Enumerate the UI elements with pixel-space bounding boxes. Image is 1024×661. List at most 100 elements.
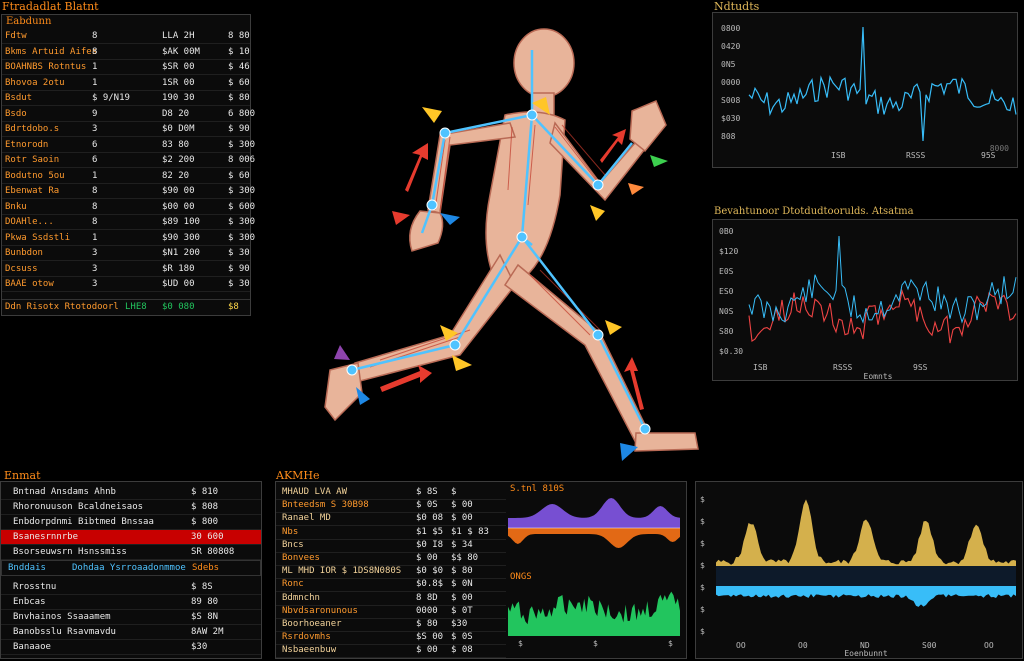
orders-table-title: Enmat xyxy=(4,469,41,482)
table-row-cell-0: Nsbaeenbuw xyxy=(282,645,337,656)
table-row[interactable]: Bsdut $ 9/N19 190 30 $ 80 xyxy=(2,91,250,106)
table-row-cell-1: 89 80 xyxy=(191,597,219,607)
table-row-cell-3: $ 30 xyxy=(228,279,250,289)
table-row-cell-1: $ 9/N19 xyxy=(92,93,130,103)
table-row-cell-0: Bunbdon xyxy=(5,248,43,258)
table-row[interactable]: Ronc $0.8$ $ 0N xyxy=(276,577,506,593)
table-row-cell-2: $ 80 xyxy=(451,566,473,577)
table-row[interactable]: Bdrtdobo.s 3 $0 D0M $ 90 xyxy=(2,122,250,137)
table-row-cell-1: $ 80 xyxy=(416,619,438,629)
table-row-cell-0: Dcsuss xyxy=(5,263,38,274)
table-row[interactable]: Bdmnchn 8 8D $ 00 xyxy=(276,591,506,606)
table-row[interactable]: Pkwa Ssdstli 1 $90 300 $ 300 xyxy=(2,231,255,246)
y-tick-label: $030 xyxy=(721,114,740,123)
table-row-cell-3: $ 300 xyxy=(228,217,256,227)
table-row[interactable]: Bncs $0 I8 $ 34 xyxy=(276,538,506,553)
table-row[interactable]: Ebenwat Ra 8 $90 00 $ 300 xyxy=(2,184,255,199)
table-row[interactable]: Rhoronuuson Bcaldneisaos $ 808 xyxy=(1,500,261,515)
table-row-cell-3: $ 10 xyxy=(228,46,250,57)
table-row[interactable]: Bsanesrnnrbe 30 600 xyxy=(1,530,261,545)
table-row-cell-2: $ 00 xyxy=(451,500,473,511)
table-row-cell-2: $2 200 xyxy=(162,155,195,165)
table-row[interactable]: ML MHD IOR $ 1DS8N080S $0 $0 $ 80 xyxy=(276,564,506,580)
table-row[interactable]: BAAE otow 3 $UD 00 $ 30 xyxy=(2,277,250,292)
table-row-cell-1: 8 xyxy=(92,186,98,196)
table-row[interactable]: Bhovoa 2otu 1 1SR 00 $ 60 xyxy=(2,76,250,91)
purple-orange-area-chart xyxy=(508,498,680,548)
table-row[interactable]: Bntnad Ansdams Ahnb $ 810 xyxy=(1,485,261,500)
table-row[interactable]: Banaaoe $30 xyxy=(1,640,261,655)
table-row-cell-1: $1 $5 xyxy=(416,526,444,537)
table-row-cell-1: $ 800 xyxy=(191,517,219,527)
table-row-cell-0: Bhovoa 2otu xyxy=(5,77,65,88)
positions-table-panel: Eabdunn Fdtw 8 LLA 2H 8 80 Bkms Artuid Aifes… xyxy=(1,14,255,316)
table-row[interactable]: Bsorseuwsrn Hsnssmiss SR 80808 xyxy=(1,545,261,560)
table-row[interactable]: MHAUD LVA AW $ 8S $ xyxy=(276,485,506,500)
table-row[interactable]: Dcsuss 3 $R 180 $ 90 xyxy=(2,262,250,277)
table-row[interactable]: Bnvhainos Ssaaamem $S 8N xyxy=(1,610,261,625)
table-row[interactable]: Nbvdsaronunous 0000 $ 0T xyxy=(276,604,506,619)
muscle-lines xyxy=(369,124,606,368)
table-row[interactable]: Banobsslu Rsavmavdu 8AW 2M xyxy=(1,625,261,640)
table-row[interactable]: Fdtw 8 LLA 2H 8 80 xyxy=(2,29,250,44)
table-row-cell-3: $ 80 xyxy=(228,93,250,103)
table-row[interactable]: Enbdorpdnmi Bibtmed Bnssaa $ 800 xyxy=(1,515,261,530)
chart1-series-line xyxy=(748,26,1017,142)
table-row-cell-3: $ 300 xyxy=(228,232,256,243)
table-row-cell-1: SR 80808 xyxy=(191,547,235,557)
table-row[interactable]: Bnteedsm S 30B98 $ 0S $ 00 xyxy=(276,498,506,514)
table-row[interactable]: Nsbaeenbuw $ 00 $ 08 xyxy=(276,643,506,659)
table-row-cell-2: $ 00 xyxy=(451,513,473,524)
table-row[interactable]: Boorhoeaner $ 80 $30 xyxy=(276,617,506,632)
table-row[interactable]: Bsdo 9 D8 20 6 800 xyxy=(2,107,255,122)
table-row[interactable]: Etnorodn 6 83 80 $ 300 xyxy=(2,138,255,153)
table-row[interactable]: DOAHle... 8 $89 100 $ 300 xyxy=(2,215,255,230)
table-row[interactable]: BOAHNBS Rotntus 1 $SR 00 $ 46 xyxy=(2,60,250,75)
table-row-cell-0: Bsdut xyxy=(5,93,33,103)
table-row[interactable]: Bnku 8 $00 00 $ 600 xyxy=(2,200,255,215)
table-row[interactable]: Rrosstnu $ 8S xyxy=(1,580,261,595)
table-row-cell-0: Bdrtdobo.s xyxy=(5,124,60,134)
x-tick-label: ND xyxy=(860,641,870,650)
table-row[interactable]: Nbs $1 $5 $1 $ 83 xyxy=(276,525,506,540)
table-row-cell-0: Bdmnchn xyxy=(282,592,320,603)
chart2-plot: 0B0 $120 E0S ES0 N0S S80 $0.30 ISB RSSS 9SS Eomnts xyxy=(719,227,1017,380)
chart2-series-blue xyxy=(748,235,1017,324)
table-row-cell-1: 3 xyxy=(92,279,98,289)
table-row-cell-2: $SR 00 xyxy=(162,62,195,72)
table-row[interactable]: Rsrdovmhs $S 00 $ 0S xyxy=(276,630,506,646)
table-row-cell-2: $1 $ 83 xyxy=(451,526,489,537)
table-row[interactable]: Bunbdon 3 $N1 200 $ 30 xyxy=(2,246,250,261)
table-row-cell-3: $ 90 xyxy=(228,263,250,274)
table-row[interactable]: Enbcas 89 80 xyxy=(1,595,261,610)
table-row-cell-2: $ 08 xyxy=(451,645,473,656)
x-tick-label: ISB xyxy=(753,363,768,372)
table-row[interactable]: Ranael MD $0 08 $ 00 xyxy=(276,511,506,527)
orders-table-panel: Bntnad Ansdams Ahnb $ 810 Rhoronuuson Bcal… xyxy=(0,481,262,659)
subheader-col-c: Sdebs xyxy=(192,563,220,573)
positions-table-footer[interactable]: Ddn Risotx Rtotodoorl LHE8 $0 080 $8 xyxy=(2,299,250,314)
table-row-cell-0: Bodutno 5ou xyxy=(5,170,65,181)
table-row-cell-1: 6 xyxy=(92,155,98,165)
y-tick-label: 0000 xyxy=(721,78,740,87)
table-row-cell-1: 1 xyxy=(92,170,98,181)
table-row-cell-0: Nbvdsaronunous xyxy=(282,605,358,616)
table-row[interactable]: Bkms Artuid Aifes 8 $AK 00M $ 10 xyxy=(2,45,250,60)
table-row-cell-2: $89 100 xyxy=(162,217,200,227)
table-row-cell-0: Bonvees xyxy=(282,553,320,563)
table-row-cell-1: 8AW 2M xyxy=(191,627,224,637)
table-row[interactable]: Bodutno 5ou 1 82 20 $ 60 xyxy=(2,169,250,184)
table-row[interactable]: Bonvees $ 00 $$ 80 xyxy=(276,551,506,566)
y-tick-label: N0S xyxy=(719,307,734,316)
y-tick-label: $120 xyxy=(719,247,738,256)
table-row[interactable]: Rotr Saoin 6 $2 200 8 006 xyxy=(2,153,255,168)
y-tick-label: 0B0 xyxy=(719,227,734,236)
orders-subheader[interactable]: Bnddais Dohdaa Ysrroaadonmmoe Sdebs xyxy=(1,560,261,576)
table-row-cell-1: 0000 xyxy=(416,605,438,616)
table-row-cell-0: Bnvhainos Ssaaamem xyxy=(13,612,111,622)
footer-value-2: $0 080 xyxy=(162,302,195,312)
green-area-chart: $ $ $ xyxy=(508,591,680,648)
table-row-cell-0: Bnteedsm S 30B98 xyxy=(282,500,369,511)
table-row-cell-1: 8 xyxy=(92,31,98,41)
table-row-cell-0: Bsdo xyxy=(5,108,27,119)
